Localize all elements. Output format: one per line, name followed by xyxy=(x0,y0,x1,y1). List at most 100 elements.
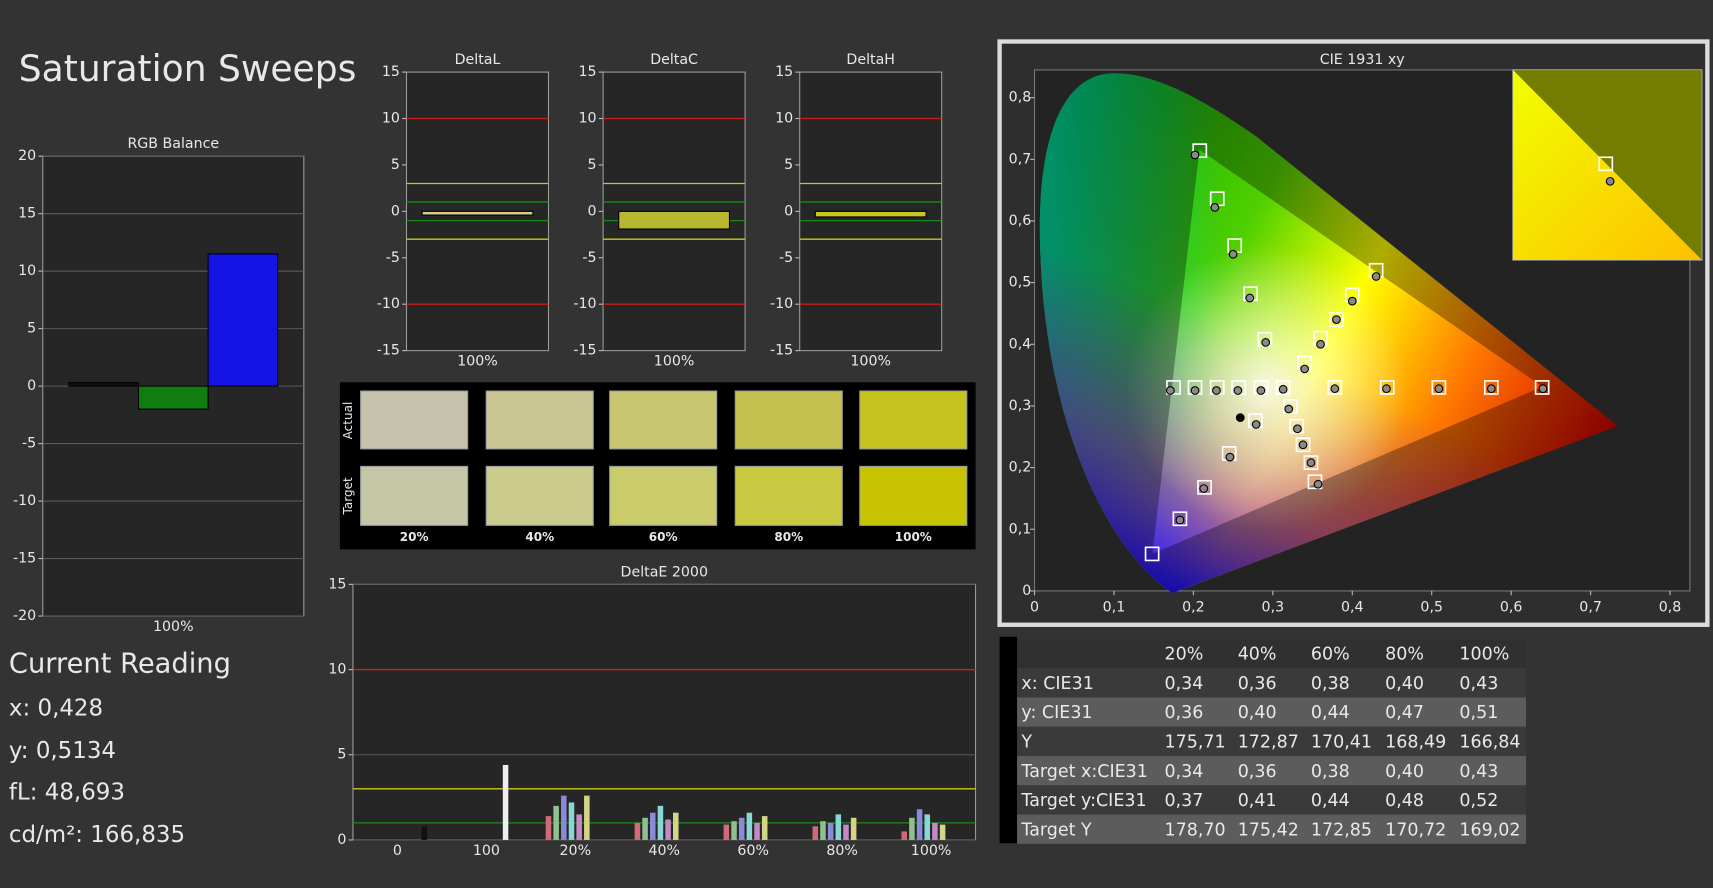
bar xyxy=(137,385,209,410)
measured-marker xyxy=(1166,386,1175,395)
chart-title: CIE 1931 xy xyxy=(1320,52,1405,68)
y-tick-label: 15 xyxy=(328,576,346,592)
table-cell: 168,49 xyxy=(1385,733,1446,753)
target-marker xyxy=(1431,380,1447,395)
table-cell: 0,43 xyxy=(1459,762,1498,782)
bar xyxy=(502,764,509,840)
y-tick-label: 0 xyxy=(337,832,346,848)
bar xyxy=(909,817,915,840)
x-tick-label: 60% xyxy=(737,843,769,859)
table-cell: 172,85 xyxy=(1311,820,1372,840)
x-tick-label: 100% xyxy=(654,354,695,370)
measured-marker xyxy=(1313,479,1323,489)
y-tick-label: 20 xyxy=(18,148,36,164)
x-tick-label: 100% xyxy=(850,354,891,370)
bar xyxy=(932,822,938,840)
y-tick-label: 0,5 xyxy=(1009,275,1032,291)
bar xyxy=(820,821,826,840)
bar xyxy=(723,824,730,840)
measured-marker xyxy=(1298,440,1308,450)
table-row-bg xyxy=(1017,726,1527,757)
target-marker xyxy=(1327,380,1343,395)
measured-marker xyxy=(1256,386,1266,395)
y-tick-label: 10 xyxy=(382,111,400,127)
reference-marker xyxy=(1235,413,1245,423)
y-tick-label: -15 xyxy=(573,343,596,359)
bar xyxy=(916,809,923,840)
bar xyxy=(843,824,849,840)
table-cell: 0,40 xyxy=(1238,703,1277,723)
bar xyxy=(761,816,768,840)
swatch-actual xyxy=(485,390,594,450)
table-header-bg xyxy=(1017,638,1527,669)
table-cell: 0,36 xyxy=(1165,703,1204,723)
x-tick-label: 40% xyxy=(648,843,680,859)
bar xyxy=(584,795,590,840)
y-tick-label: -15 xyxy=(13,551,36,567)
swatch-actual xyxy=(609,390,718,450)
bar xyxy=(814,210,927,218)
reading-line: y: 0,5134 xyxy=(9,738,116,764)
table-cell: 0,37 xyxy=(1165,791,1204,811)
bar xyxy=(827,822,834,840)
x-tick-label: 0,3 xyxy=(1262,599,1285,615)
table-row-label: Target Y xyxy=(1020,820,1092,840)
swatch-target xyxy=(360,465,469,526)
measured-marker xyxy=(1332,315,1341,324)
table-cell: 170,72 xyxy=(1385,820,1446,840)
measured-marker xyxy=(1293,424,1302,434)
x-tick-label: 0,2 xyxy=(1182,599,1205,615)
measured-marker xyxy=(1486,384,1496,394)
measured-marker xyxy=(1228,249,1238,259)
table-cell: 0,51 xyxy=(1459,703,1498,723)
table-cell: 0,34 xyxy=(1165,674,1204,694)
y-tick-label: 0 xyxy=(27,378,36,394)
measured-marker xyxy=(1306,458,1316,468)
x-tick-label: 100% xyxy=(911,843,952,859)
bar xyxy=(576,814,582,840)
table-cell: 0,34 xyxy=(1165,762,1204,782)
bar xyxy=(901,831,907,840)
swatch-target xyxy=(485,465,594,526)
bar xyxy=(642,817,648,840)
y-tick-label: -5 xyxy=(22,436,36,452)
y-tick-label: 0 xyxy=(1022,583,1031,599)
measured-marker xyxy=(1199,484,1209,493)
table-cell: 0,44 xyxy=(1311,791,1350,811)
table-cell: 0,41 xyxy=(1238,791,1277,811)
reading-title: Current Reading xyxy=(9,649,231,680)
target-marker xyxy=(1172,511,1188,527)
reading-line: fL: 48,693 xyxy=(9,779,125,805)
x-tick-label: 0,5 xyxy=(1420,599,1443,615)
target-marker xyxy=(1166,380,1181,395)
x-tick-label: 100% xyxy=(153,619,194,635)
target-marker xyxy=(1192,143,1208,159)
measured-marker xyxy=(1175,515,1185,525)
table-row-label: y: CIE31 xyxy=(1021,703,1092,723)
x-tick-label: 0,4 xyxy=(1341,599,1364,615)
bar xyxy=(924,814,931,840)
bar xyxy=(665,819,671,840)
swatch-target xyxy=(859,465,968,526)
table-row-bg xyxy=(1017,697,1527,727)
measured-marker xyxy=(1300,364,1309,374)
swatch-label: 60% xyxy=(649,530,678,544)
table-row-bg xyxy=(1017,814,1527,844)
reading-line: x: 0,428 xyxy=(9,695,103,721)
y-tick-label: 0 xyxy=(588,203,597,219)
table-strip xyxy=(999,636,1018,844)
y-tick-label: 0,6 xyxy=(1009,213,1032,229)
y-tick-label: 5 xyxy=(784,157,793,173)
bar xyxy=(618,210,731,230)
zoom-inset xyxy=(1512,69,1703,261)
table-cell: 0,36 xyxy=(1238,674,1277,694)
bar xyxy=(568,802,575,840)
x-tick-label: 100% xyxy=(457,354,498,370)
bar xyxy=(835,814,842,840)
measured-marker xyxy=(1245,293,1255,303)
measured-marker xyxy=(1371,272,1381,281)
measured-marker xyxy=(1330,384,1340,394)
table-header: 100% xyxy=(1459,645,1509,665)
y-tick-label: 0,2 xyxy=(1009,460,1032,476)
